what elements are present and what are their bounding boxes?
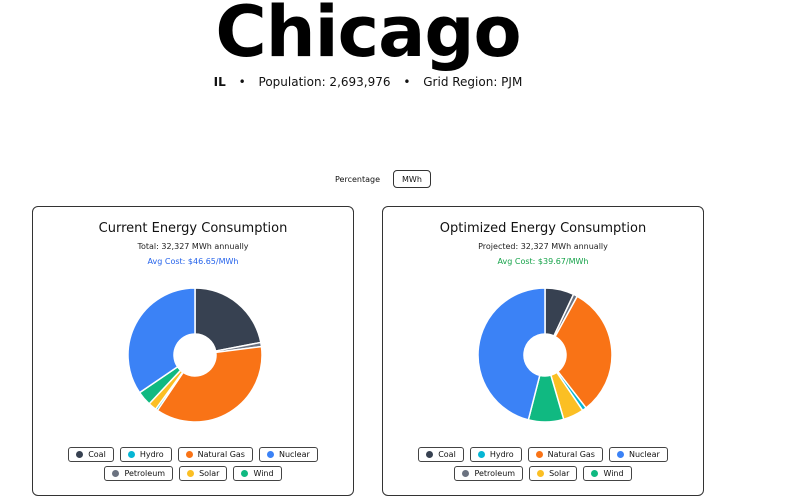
legend-item-wind[interactable]: Wind bbox=[583, 466, 632, 481]
current-consumption-card: Current Energy Consumption Total: 32,327… bbox=[32, 206, 354, 496]
pie-slice-nuclear[interactable] bbox=[127, 287, 196, 394]
legend-item-nuclear[interactable]: Nuclear bbox=[258, 447, 318, 462]
legend-dot-icon bbox=[462, 470, 470, 477]
legend-item-nuclear[interactable]: Nuclear bbox=[608, 447, 668, 462]
legend-item-petroleum[interactable]: Petroleum bbox=[454, 466, 524, 481]
legend-label: Wind bbox=[603, 469, 624, 478]
legend-label: Coal bbox=[438, 450, 456, 459]
legend-dot-icon bbox=[266, 451, 274, 458]
card-avg-cost: Avg Cost: $39.67/MWh bbox=[497, 257, 589, 266]
legend-item-hydro[interactable]: Hydro bbox=[119, 447, 172, 462]
legend-label: Petroleum bbox=[474, 469, 516, 478]
unit-toggle: Percentage MWh bbox=[326, 170, 431, 188]
legend-dot-icon bbox=[127, 451, 135, 458]
state-code: IL bbox=[213, 75, 226, 89]
pie-slice-natural-gas[interactable] bbox=[156, 345, 263, 423]
legend-label: Hydro bbox=[139, 450, 164, 459]
legend-dot-icon bbox=[426, 451, 434, 458]
legend-dot-icon bbox=[112, 470, 120, 477]
optimized-donut-chart bbox=[477, 287, 613, 423]
legend-item-coal[interactable]: Coal bbox=[418, 447, 464, 462]
legend-dot-icon bbox=[477, 451, 485, 458]
legend-label: Solar bbox=[549, 469, 570, 478]
legend-item-petroleum[interactable]: Petroleum bbox=[104, 466, 174, 481]
population-text: Population: 2,693,976 bbox=[258, 75, 391, 89]
meta-separator: • bbox=[403, 75, 411, 89]
grid-region-text: Grid Region: PJM bbox=[423, 75, 523, 89]
legend-label: Wind bbox=[253, 469, 274, 478]
card-title: Optimized Energy Consumption bbox=[439, 221, 647, 236]
legend-item-natural-gas[interactable]: Natural Gas bbox=[177, 447, 253, 462]
legend-dot-icon bbox=[241, 470, 249, 477]
card-avg-cost: Avg Cost: $46.65/MWh bbox=[147, 257, 239, 266]
pie-slice-natural-gas[interactable] bbox=[554, 295, 613, 409]
legend-item-wind[interactable]: Wind bbox=[233, 466, 282, 481]
legend-dot-icon bbox=[591, 470, 599, 477]
legend-item-natural-gas[interactable]: Natural Gas bbox=[527, 447, 603, 462]
pie-slice-coal[interactable] bbox=[194, 287, 262, 352]
pie-slice-nuclear[interactable] bbox=[477, 287, 546, 421]
card-total: Total: 32,327 MWh annually bbox=[137, 242, 249, 251]
legend-label: Natural Gas bbox=[197, 450, 245, 459]
legend-dot-icon bbox=[535, 451, 543, 458]
optimized-legend: Coal Hydro Natural Gas Nuclear Petroleum Sola… bbox=[393, 447, 693, 481]
current-legend: Coal Hydro Natural Gas Nuclear Petroleum Sola… bbox=[43, 447, 343, 481]
city-meta: IL • Population: 2,693,976 • Grid Region… bbox=[0, 75, 736, 89]
legend-dot-icon bbox=[187, 470, 195, 477]
legend-item-solar[interactable]: Solar bbox=[529, 466, 578, 481]
legend-item-coal[interactable]: Coal bbox=[68, 447, 114, 462]
legend-label: Coal bbox=[88, 450, 106, 459]
legend-dot-icon bbox=[616, 451, 624, 458]
legend-label: Solar bbox=[199, 469, 220, 478]
optimized-consumption-card: Optimized Energy Consumption Projected: … bbox=[382, 206, 704, 496]
percentage-toggle-button[interactable]: Percentage bbox=[326, 170, 390, 188]
legend-item-solar[interactable]: Solar bbox=[179, 466, 228, 481]
legend-label: Natural Gas bbox=[547, 450, 595, 459]
legend-label: Hydro bbox=[489, 450, 514, 459]
legend-dot-icon bbox=[537, 470, 545, 477]
legend-label: Nuclear bbox=[628, 450, 660, 459]
legend-label: Petroleum bbox=[124, 469, 166, 478]
card-total: Projected: 32,327 MWh annually bbox=[478, 242, 608, 251]
legend-dot-icon bbox=[76, 451, 84, 458]
current-donut-chart bbox=[127, 287, 263, 423]
mwh-toggle-button[interactable]: MWh bbox=[393, 170, 431, 188]
legend-dot-icon bbox=[185, 451, 193, 458]
city-title: Chicago bbox=[215, 0, 521, 73]
legend-label: Nuclear bbox=[278, 450, 310, 459]
card-title: Current Energy Consumption bbox=[98, 221, 288, 236]
legend-item-hydro[interactable]: Hydro bbox=[469, 447, 522, 462]
meta-separator: • bbox=[238, 75, 246, 89]
